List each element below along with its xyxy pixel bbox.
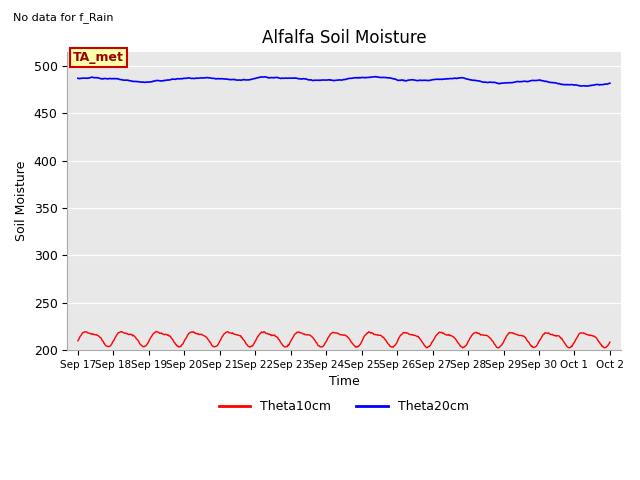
- Text: TA_met: TA_met: [73, 51, 124, 64]
- Text: No data for f_Rain: No data for f_Rain: [13, 12, 113, 23]
- Legend: Theta10cm, Theta20cm: Theta10cm, Theta20cm: [214, 396, 474, 419]
- Y-axis label: Soil Moisture: Soil Moisture: [15, 161, 28, 241]
- X-axis label: Time: Time: [328, 375, 359, 388]
- Title: Alfalfa Soil Moisture: Alfalfa Soil Moisture: [262, 29, 426, 48]
